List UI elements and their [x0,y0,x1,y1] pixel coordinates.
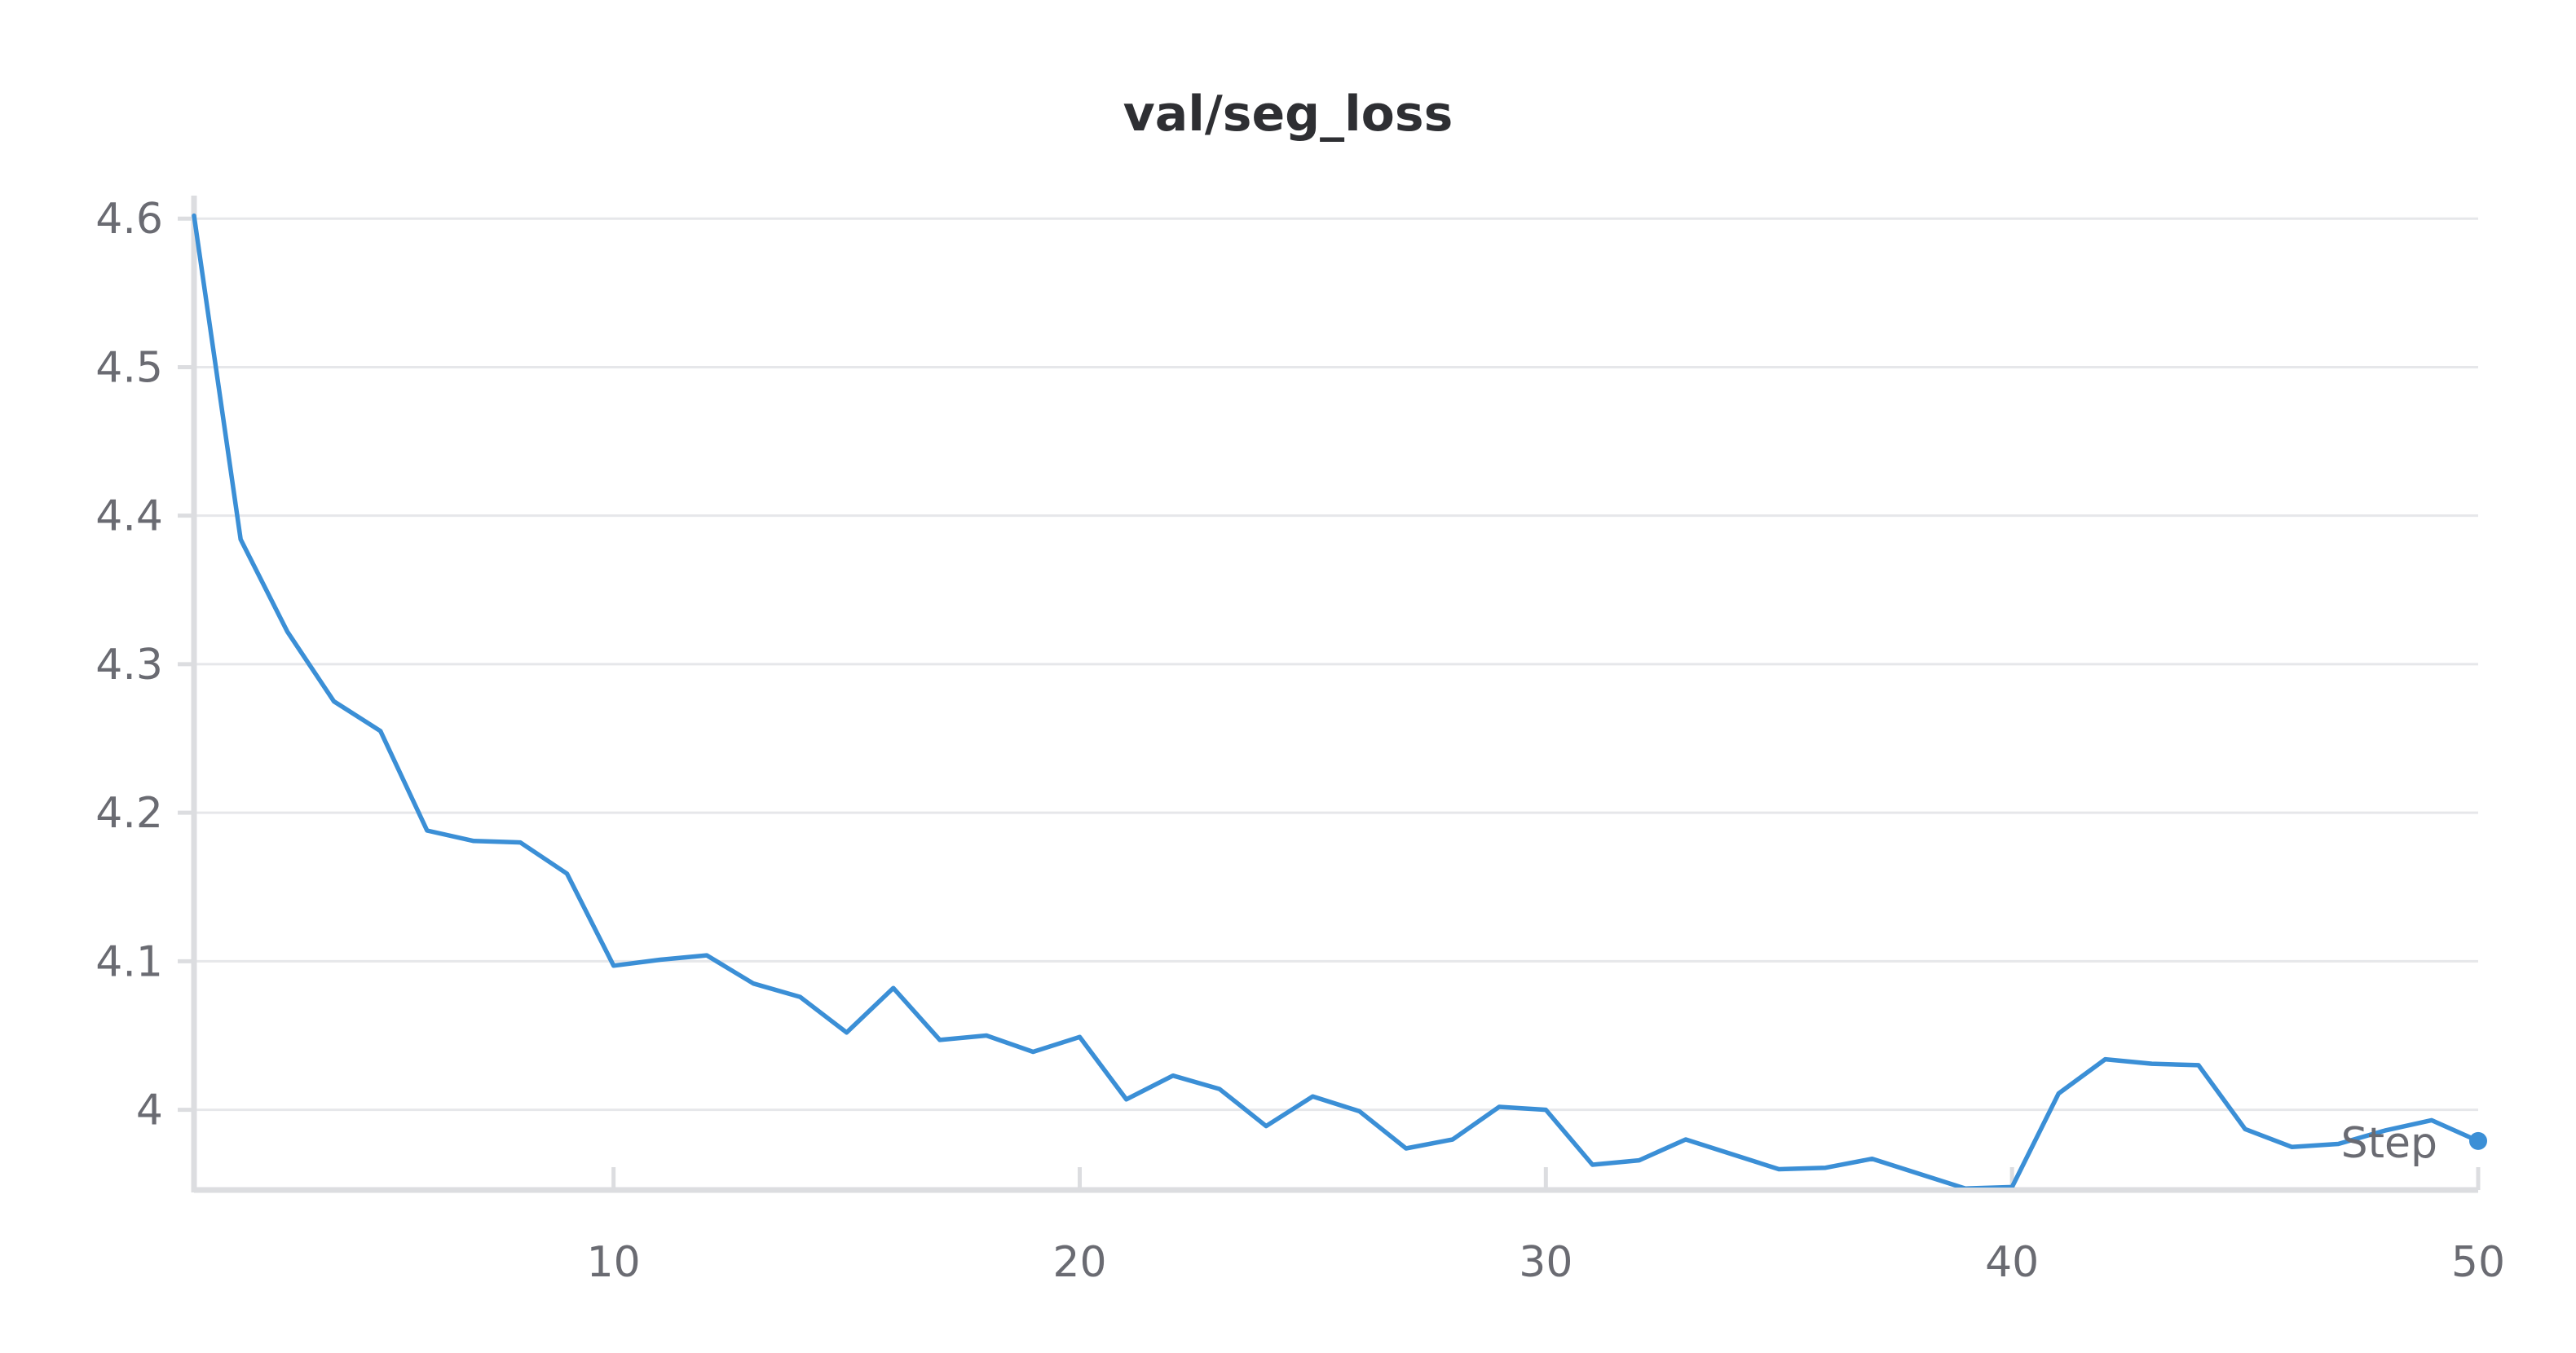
tick-labels: 4 4.1 4.2 4.3 4.4 4.5 4.6 10 20 30 40 50 [95,195,2505,1287]
x-tick-label: 30 [1519,1238,1573,1287]
series-line [192,213,2481,1188]
x-axis-title: Step [2341,1119,2437,1168]
y-tick-label: 4.3 [95,641,163,690]
axes [178,196,2481,1193]
y-tick-label: 4.5 [95,343,163,392]
x-tick-label: 40 [1985,1238,2039,1287]
y-tick-label: 4.6 [95,195,163,244]
y-tick-label: 4.2 [95,789,163,838]
series-layer [192,213,2487,1188]
gridlines [194,217,2478,1112]
x-tick-label: 20 [1052,1238,1106,1287]
x-tick-label: 50 [2451,1238,2505,1287]
chart-title: val/seg_loss [1123,86,1453,143]
y-tick-label: 4.4 [95,492,163,541]
y-tick-label: 4 [136,1086,163,1135]
series-end-point [2469,1131,2487,1150]
x-tick-label: 10 [587,1238,641,1287]
y-tick-label: 4.1 [95,937,163,986]
